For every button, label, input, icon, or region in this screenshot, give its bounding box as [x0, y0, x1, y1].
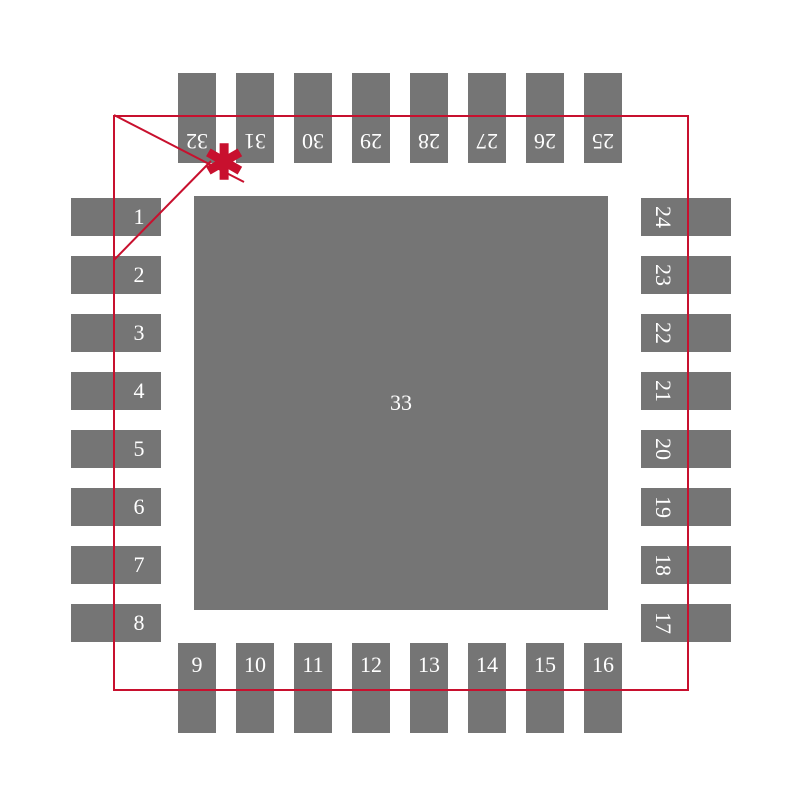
- package-outline: [113, 115, 689, 691]
- qfn32-footprint-diagram: 3312345678242322212019181732313029282726…: [0, 0, 800, 800]
- pin1-star-icon: ✱: [204, 140, 244, 188]
